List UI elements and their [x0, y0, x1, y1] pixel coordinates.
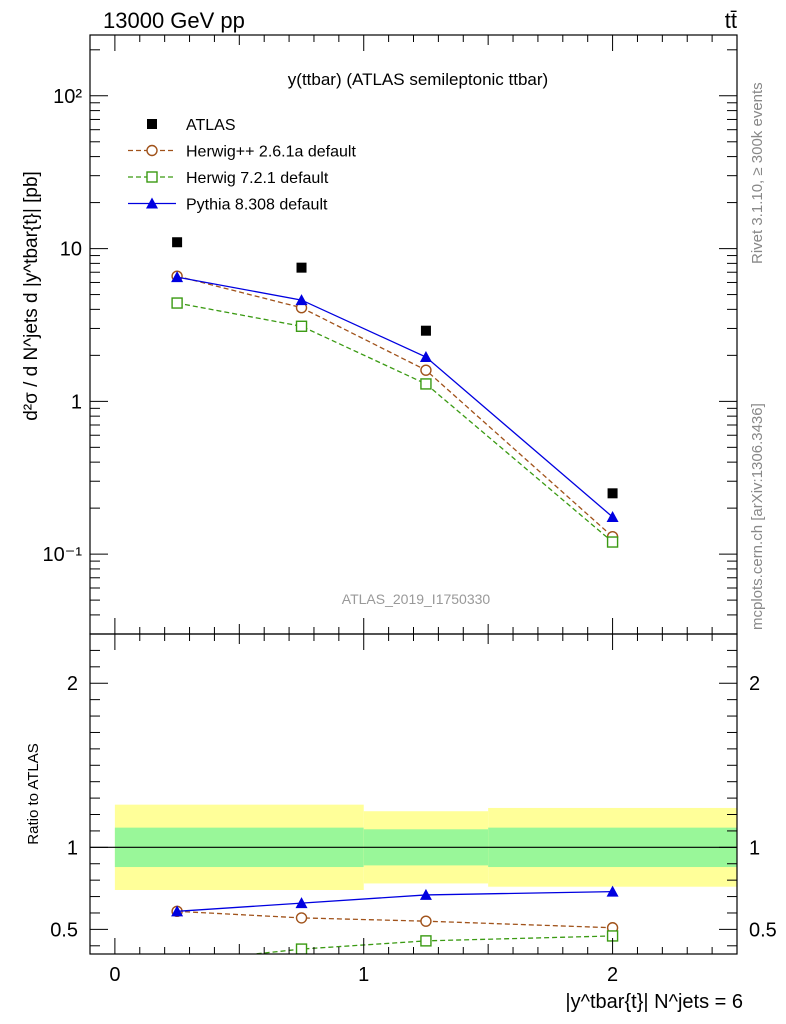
series-point	[419, 351, 432, 363]
rivet-label: Rivet 3.1.10, ≥ 300k events	[749, 82, 766, 264]
ratio-point	[420, 915, 432, 927]
ratio-y-tick-label: 0.5	[50, 919, 78, 941]
series-point	[606, 536, 619, 548]
ratio-point	[606, 885, 619, 897]
ratio-y-tick-label-right: 2	[749, 673, 760, 695]
y-tick-label: 10²	[53, 86, 82, 108]
header-process: tt̄	[725, 8, 737, 33]
series-point	[295, 320, 308, 332]
legend: ATLAS Herwig++ 2.6.1a default Herwig 7.2.1…	[128, 117, 356, 214]
series-point	[295, 294, 308, 306]
series-point	[420, 378, 432, 390]
ratio-y-tick-label: 2	[67, 673, 78, 695]
ratio-panel: 0 1 2 0.5 0.5 1 1 2 2	[50, 633, 777, 986]
ratio-y-tick-label-right: 1	[749, 837, 760, 859]
series-point	[171, 297, 183, 309]
ratio-point	[171, 905, 184, 917]
legend-label: Herwig 7.2.1 default	[186, 170, 329, 187]
ratio-point	[295, 912, 308, 924]
data-point	[172, 237, 183, 248]
series-point	[420, 364, 432, 376]
ratio-y-tick-label: 1	[67, 837, 78, 859]
data-point	[420, 325, 431, 336]
legend-marker	[146, 197, 158, 209]
ratio-y-axis-label: Ratio to ATLAS	[25, 743, 42, 844]
x-tick-label: 0	[109, 964, 120, 986]
legend-label: Herwig++ 2.6.1a default	[186, 144, 356, 161]
analysis-label: ATLAS_2019_I1750330	[342, 591, 491, 607]
legend-marker	[146, 171, 158, 183]
y-axis-label: d²σ / d N^jets d |y^tbar{t}| [pb]	[21, 171, 42, 421]
main-panel: 10⁻¹ 1 10 10² y(ttbar) (ATLAS semileptonic …	[43, 34, 738, 635]
y-tick-label: 1	[71, 391, 82, 413]
ratio-point	[420, 935, 432, 947]
y-tick-label: 10	[60, 239, 82, 261]
legend-label: Pythia 8.308 default	[186, 197, 328, 214]
mcplots-label: mcplots.cern.ch [arXiv:1306.3436]	[749, 403, 766, 630]
ratio-point	[295, 943, 308, 954]
header-collision: 13000 GeV pp	[103, 8, 245, 33]
ratio-point	[295, 897, 308, 909]
series-point	[606, 510, 619, 522]
data-point	[296, 262, 307, 273]
ratio-point	[172, 957, 182, 967]
y-tick-label: 10⁻¹	[43, 544, 83, 566]
ratio-line	[248, 935, 613, 954]
ratio-frame	[89, 633, 738, 955]
legend-label: ATLAS	[186, 117, 236, 134]
legend-marker	[146, 144, 158, 157]
ratio-point	[419, 888, 432, 900]
ratio-line	[177, 910, 613, 929]
data-point	[607, 488, 618, 499]
legend-marker	[147, 119, 157, 129]
series-line	[176, 276, 613, 518]
x-axis-label: |y^tbar{t}| N^jets = 6	[565, 991, 743, 1013]
ratio-line	[177, 890, 613, 912]
series-line	[176, 275, 614, 538]
ratio-y-tick-label-right: 0.5	[749, 919, 777, 941]
x-tick-label: 1	[358, 964, 369, 986]
chart-title: y(ttbar) (ATLAS semileptonic ttbar)	[288, 70, 548, 89]
x-tick-label: 2	[607, 964, 618, 986]
series-point	[171, 271, 184, 283]
series-line	[176, 302, 613, 543]
